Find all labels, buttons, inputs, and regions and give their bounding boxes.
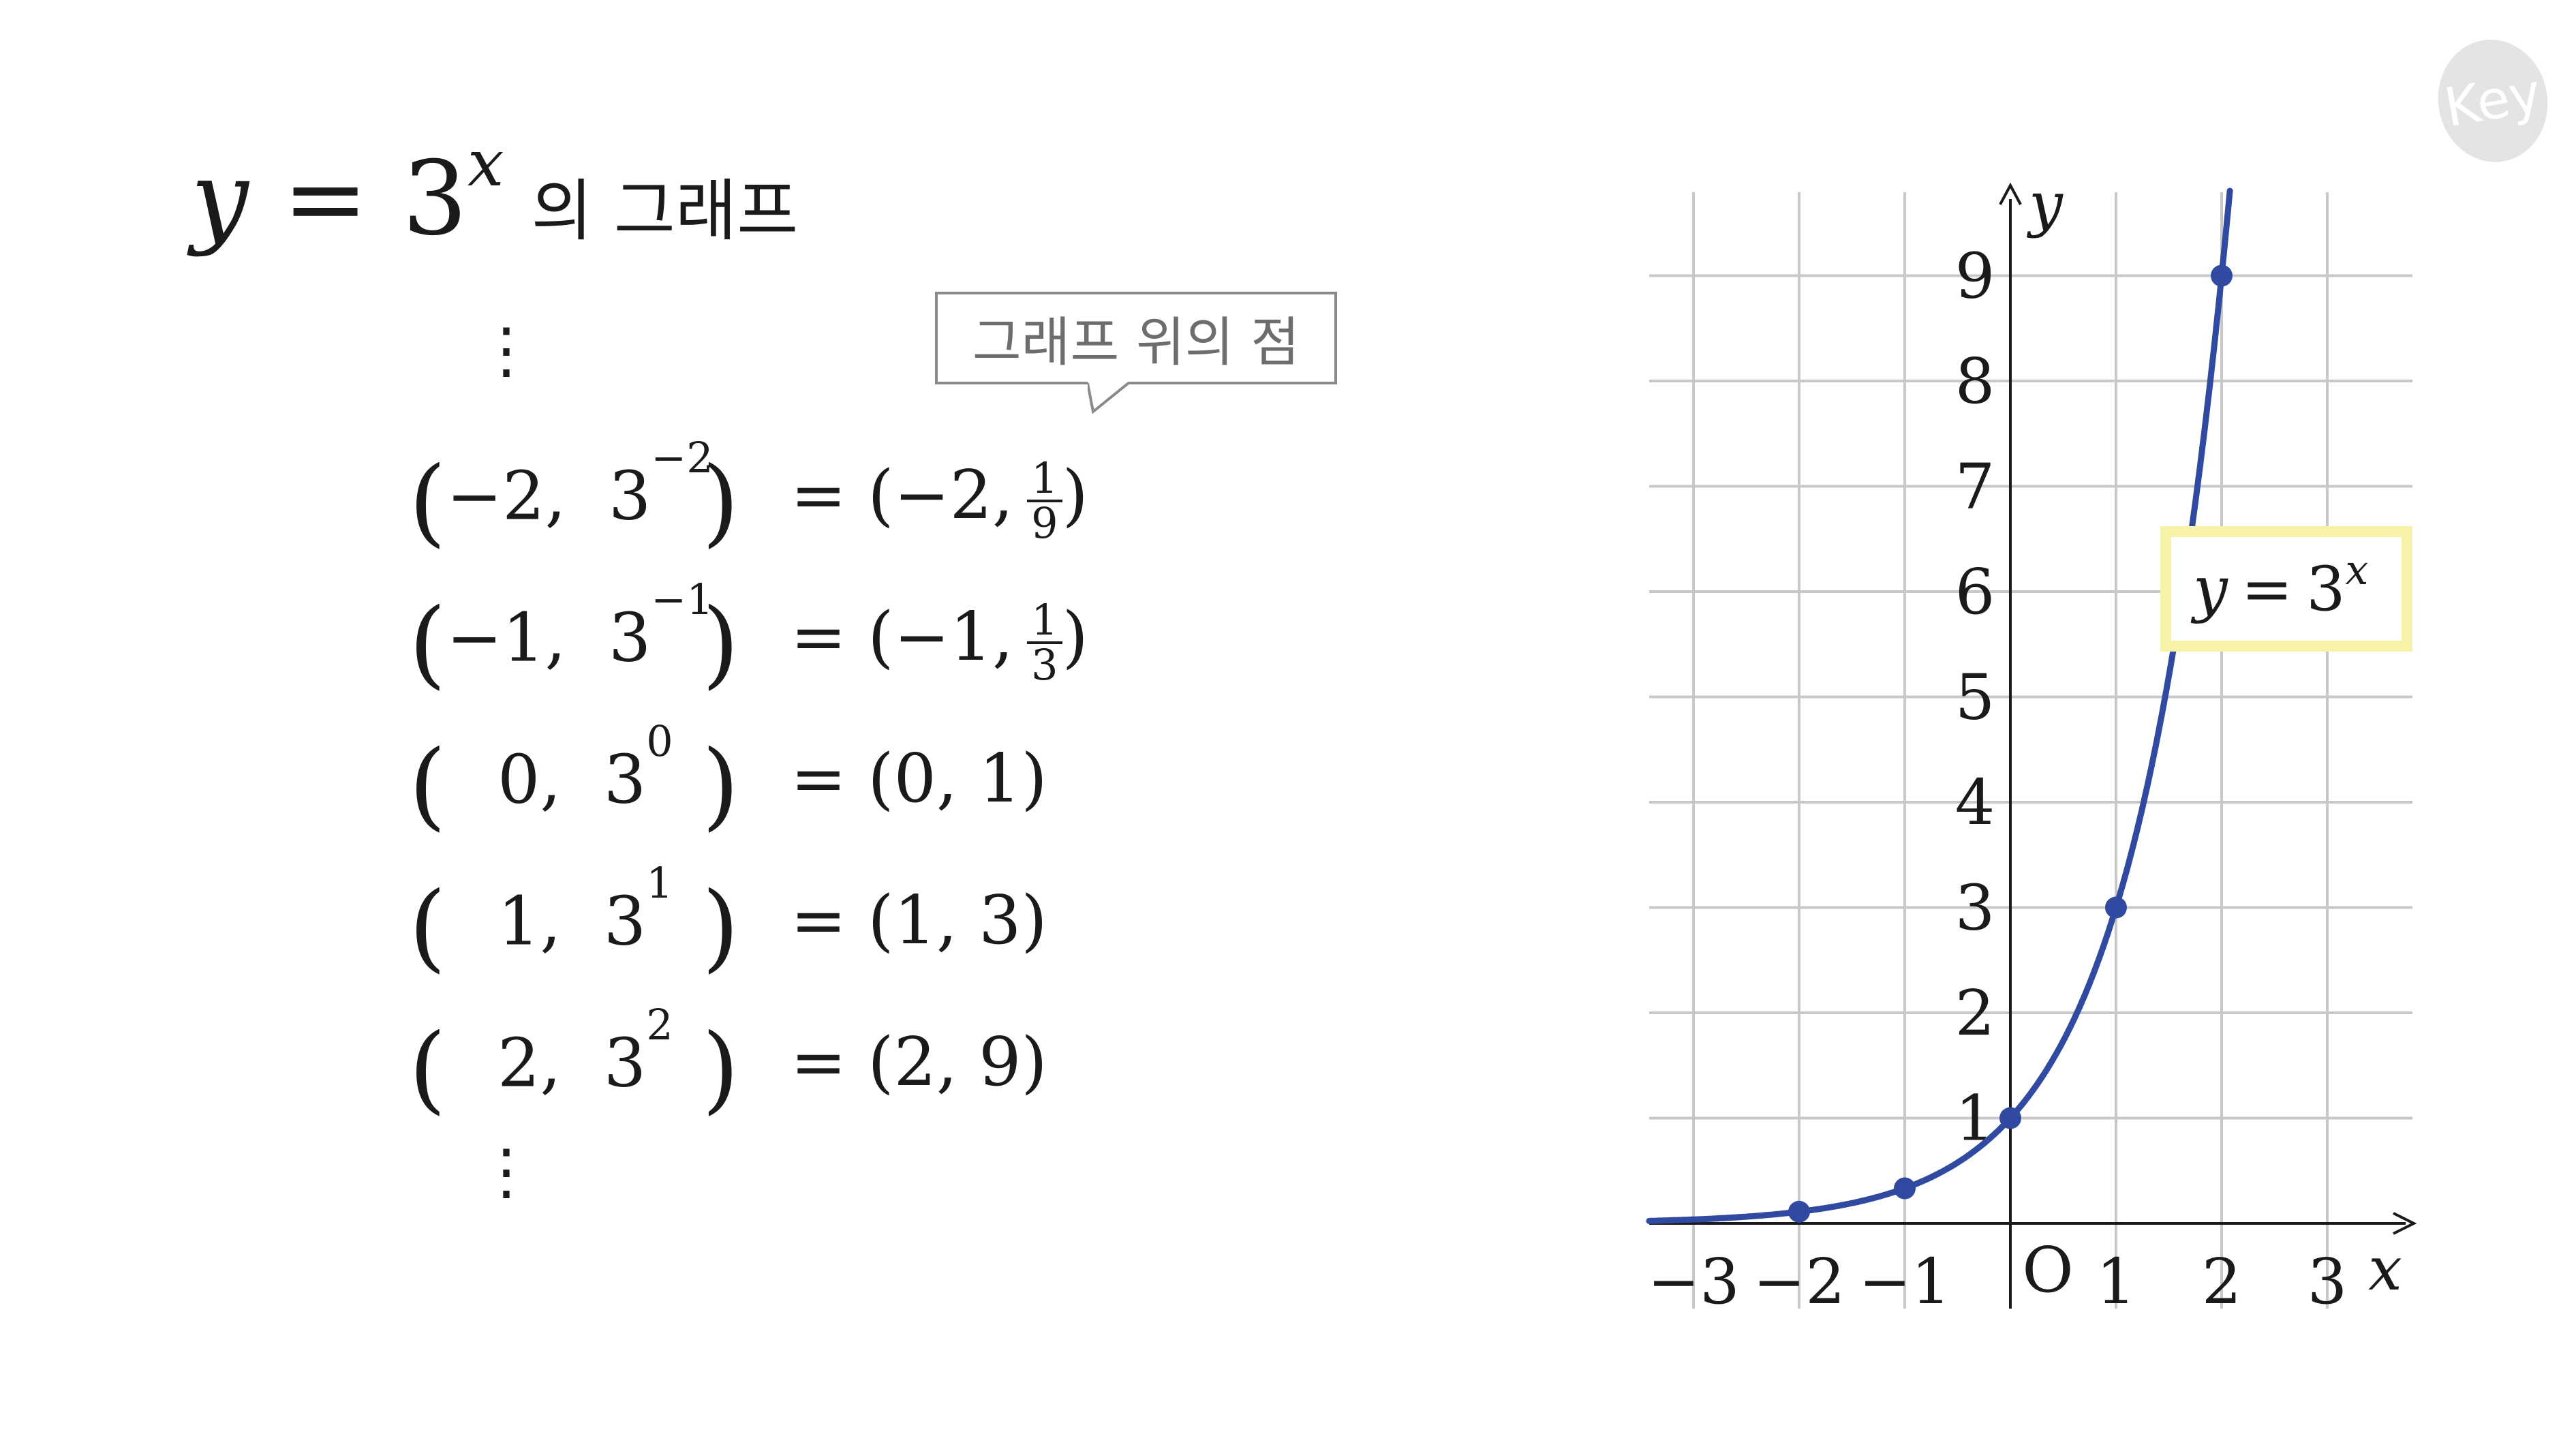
function-label: y = 3x	[2190, 547, 2368, 625]
title-formula: y = 3x	[191, 126, 504, 258]
point-base: 3	[608, 457, 651, 536]
x-axis-arrow	[2393, 1212, 2417, 1235]
title-exp: x	[467, 126, 504, 201]
point-exp: −2	[651, 433, 714, 483]
y-tick-label: 1	[1955, 1082, 1995, 1155]
data-point	[1788, 1200, 1810, 1223]
point-base: 3	[603, 1024, 647, 1103]
right-paren: )	[702, 588, 739, 699]
page-title: y = 3x 의 그래프	[191, 126, 799, 258]
fraction-numerator: 1	[1027, 457, 1062, 502]
point-base: 3	[603, 883, 647, 961]
left-paren: (	[409, 588, 446, 699]
y-tick-label: 4	[1955, 766, 1995, 839]
origin-label: O	[2022, 1234, 2073, 1307]
right-paren: )	[702, 872, 739, 983]
point-value: = (−2, 1 9)	[791, 457, 1088, 545]
point-expr: −2, 3−2	[446, 433, 714, 536]
left-paren: (	[409, 730, 446, 841]
x-tick-label: −2	[1753, 1245, 1845, 1318]
point-expr: −1, 3−1	[446, 575, 714, 677]
y-tick-label: 3	[1955, 872, 1995, 945]
exponential-curve	[1646, 187, 2233, 1224]
y-tick-label: 8	[1955, 345, 1995, 418]
left-paren: (	[409, 1013, 446, 1125]
right-paren: )	[702, 1013, 739, 1125]
point-value: = (1, 3)	[791, 882, 1047, 960]
y-axis-label: y	[2026, 169, 2064, 239]
left-paren: (	[409, 446, 446, 558]
x-axis-label: x	[2368, 1234, 2402, 1304]
chart-axes	[1649, 182, 2417, 1309]
value-suffix: )	[1062, 598, 1088, 676]
y-tick-label: 5	[1955, 661, 1995, 734]
point-x: 0,	[497, 741, 562, 819]
point-x: −2,	[446, 457, 566, 536]
value-prefix: = (−2,	[791, 457, 1014, 534]
point-x: −1,	[446, 599, 566, 677]
point-base: 3	[608, 599, 651, 677]
point-exp: 0	[646, 716, 673, 766]
point-value: = (2, 9)	[791, 1024, 1047, 1101]
point-x: 1,	[497, 883, 562, 961]
data-point	[2211, 264, 2233, 287]
x-tick-label: 1	[2096, 1245, 2136, 1318]
x-tick-label: 2	[2202, 1245, 2242, 1318]
x-tick-label: −3	[1647, 1245, 1740, 1318]
chart-points	[1788, 264, 2233, 1223]
callout-tail	[1088, 382, 1130, 414]
data-point	[1999, 1107, 2021, 1129]
point-exp: −1	[651, 575, 714, 624]
point-expr: 1, 31	[497, 858, 702, 961]
x-tick-label: 3	[2307, 1245, 2348, 1318]
value-suffix: )	[1062, 457, 1088, 534]
chart-curve	[1646, 187, 2233, 1224]
point-exp: 2	[646, 1000, 673, 1050]
y-tick-label: 2	[1955, 977, 1995, 1050]
callout-text: 그래프 위의 점	[972, 312, 1300, 373]
point-x: 2,	[497, 1024, 562, 1103]
data-point	[2105, 896, 2127, 919]
y-axis-arrow	[1999, 182, 2022, 205]
point-expr: 2, 32	[497, 1000, 702, 1103]
right-paren: )	[702, 446, 739, 558]
y-tick-label: 9	[1955, 240, 1995, 313]
fraction-numerator: 1	[1027, 598, 1062, 644]
value-prefix: = (−1,	[791, 598, 1014, 676]
function-label-box	[2160, 526, 2412, 652]
title-suffix: 의 그래프	[531, 172, 799, 250]
x-tick-label: −1	[1858, 1245, 1951, 1318]
point-base: 3	[603, 741, 647, 819]
y-tick-label: 7	[1955, 451, 1995, 523]
y-tick-label: 6	[1955, 555, 1995, 628]
title-var: y	[191, 140, 249, 258]
left-paren: (	[409, 872, 446, 983]
title-eq: =	[282, 140, 369, 258]
point-expr: 0, 30	[497, 716, 702, 819]
point-exp: 1	[646, 858, 673, 908]
title-base: 3	[402, 140, 467, 258]
point-value: = (0, 1)	[791, 740, 1047, 818]
chart-grid	[1649, 192, 2412, 1309]
callout-box: 그래프 위의 점	[935, 292, 1337, 384]
right-paren: )	[702, 730, 739, 841]
chart-function-label: y = 3x	[2160, 526, 2412, 652]
fraction-denominator: 3	[1031, 639, 1058, 690]
fraction-denominator: 9	[1031, 498, 1058, 548]
data-point	[1894, 1177, 1916, 1200]
point-value: = (−1, 1 3)	[791, 598, 1088, 686]
